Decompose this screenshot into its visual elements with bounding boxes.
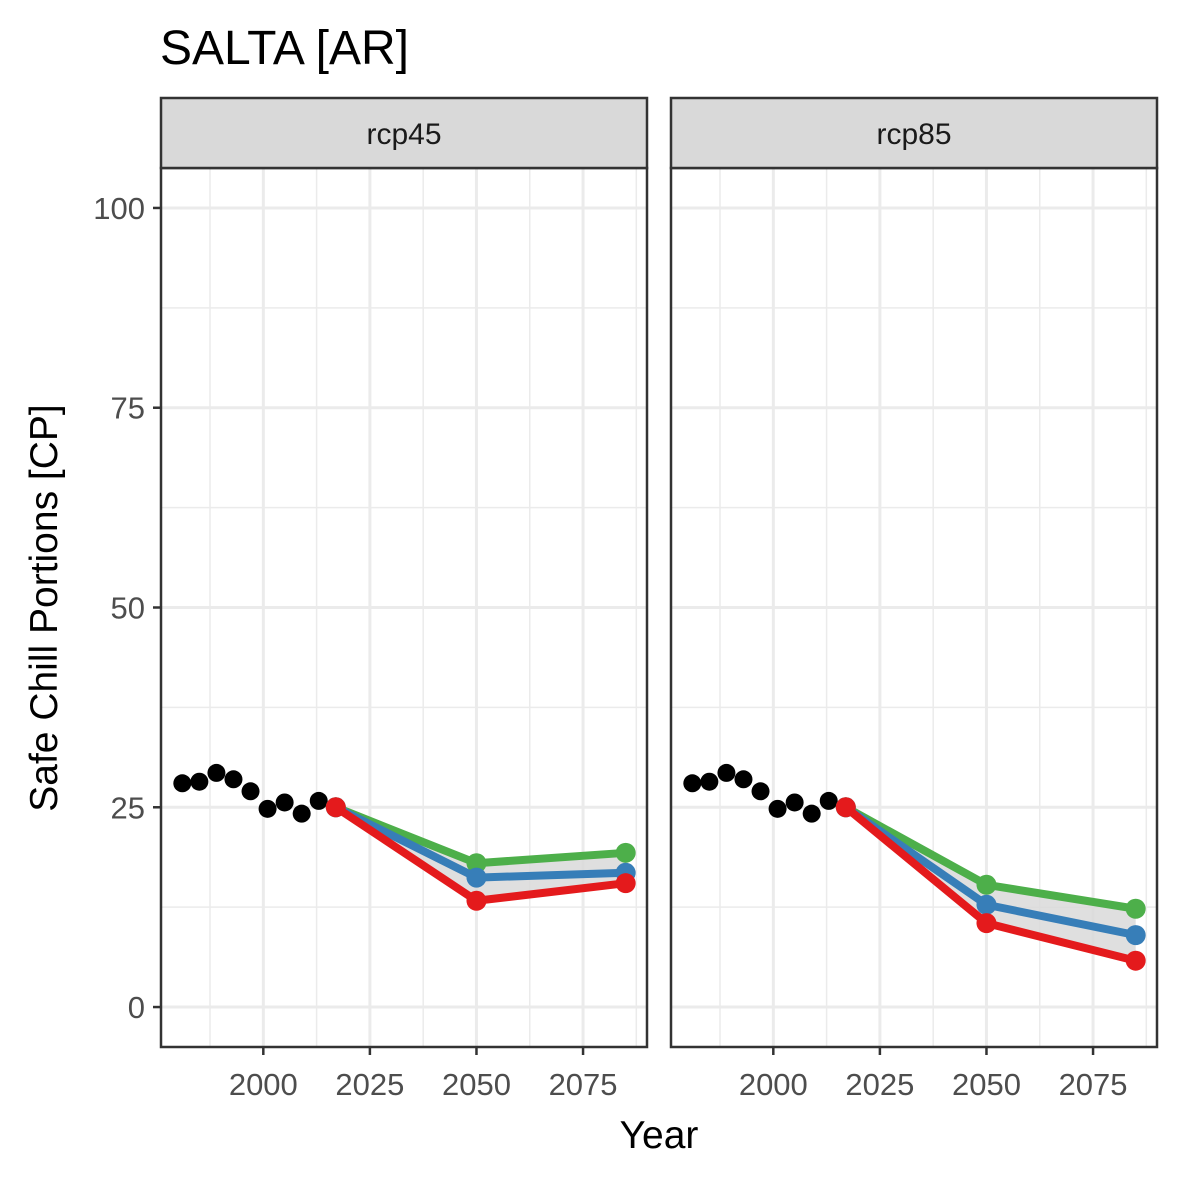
facet-strip: [159, 96, 649, 170]
historic-point: [207, 763, 226, 782]
historic-point: [683, 774, 702, 793]
historic-point: [751, 782, 770, 801]
series-point-green: [615, 842, 636, 863]
historic-point: [700, 772, 719, 791]
historic-point: [258, 799, 277, 818]
series-point-red: [1125, 950, 1146, 971]
series-point-red: [466, 890, 487, 911]
y-tick-label: 50: [111, 591, 145, 626]
panel-rcp85: rcp85 2000 2025 2050 2075: [669, 96, 1159, 1102]
x-tick-label: 2000: [229, 1067, 298, 1102]
historic-point: [275, 793, 294, 812]
y-tick-label: 25: [111, 790, 145, 825]
series-point-red: [835, 797, 856, 818]
panel-rcp45: rcp45 2000 2025 2050 2075 0 25 50 75 100: [93, 96, 649, 1102]
facet-label: rcp85: [876, 118, 951, 151]
x-tick-label: 2050: [442, 1067, 511, 1102]
historic-point: [309, 791, 328, 810]
historic-point: [819, 791, 838, 810]
facet-panels: rcp45 2000 2025 2050 2075 0 25 50 75 100 rcp85 2000…: [93, 96, 1159, 1102]
x-tick-label: 2025: [845, 1067, 914, 1102]
series-point-blue: [466, 867, 487, 888]
historic-point: [190, 772, 209, 791]
series-point-red: [615, 873, 636, 894]
series-point-blue: [1125, 925, 1146, 946]
x-tick-label: 2025: [335, 1067, 404, 1102]
historic-point: [768, 799, 787, 818]
x-axis-title: Year: [620, 1114, 699, 1157]
historic-point: [717, 763, 736, 782]
series-point-red: [976, 913, 997, 934]
y-tick-label: 100: [93, 191, 145, 226]
historic-point: [224, 770, 243, 789]
historic-point: [802, 804, 821, 823]
y-tick-label: 75: [111, 391, 145, 426]
x-tick-label: 2075: [1059, 1067, 1128, 1102]
series-point-red: [325, 797, 346, 818]
series-point-green: [976, 874, 997, 895]
historic-point: [785, 793, 804, 812]
facet-label: rcp45: [366, 118, 441, 151]
series-point-green: [1125, 898, 1146, 919]
historic-point: [734, 770, 753, 789]
x-tick-label: 2000: [739, 1067, 808, 1102]
x-tick-label: 2075: [549, 1067, 618, 1102]
x-tick-label: 2050: [952, 1067, 1021, 1102]
y-tick-label: 0: [128, 990, 145, 1025]
chart-title: SALTA [AR]: [160, 22, 409, 75]
series-point-green: [466, 853, 487, 874]
series-point-blue: [976, 894, 997, 915]
facet-strip: [669, 96, 1159, 170]
historic-point: [292, 804, 311, 823]
historic-point: [241, 782, 260, 801]
y-axis-title: Safe Chill Portions [CP]: [23, 404, 66, 812]
historic-point: [173, 774, 192, 793]
